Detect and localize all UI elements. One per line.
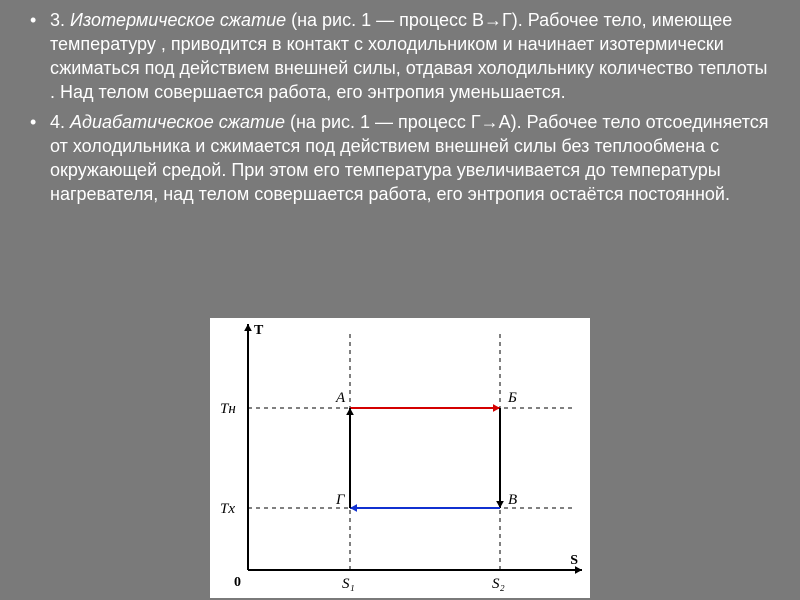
svg-text:T: T <box>254 323 264 338</box>
ts-diagram: T S 0 Tн Tх S₁ S₂ А Б В Г <box>210 318 590 598</box>
diagram-svg: T S 0 Tн Tх S₁ S₂ А Б В Г <box>210 318 590 598</box>
paragraph-2: • 4. Адиабатическое сжатие (на рис. 1 — … <box>30 110 770 206</box>
svg-text:В: В <box>508 492 517 508</box>
svg-text:А: А <box>335 390 346 406</box>
svg-text:Б: Б <box>507 390 517 406</box>
bullet-icon: • <box>30 110 50 206</box>
svg-text:Г: Г <box>335 492 346 508</box>
svg-text:Tх: Tх <box>220 501 235 517</box>
p1-prefix: 3. <box>50 10 70 30</box>
svg-text:S₁: S₁ <box>342 576 355 592</box>
svg-text:Tн: Tн <box>220 401 236 417</box>
slide-content: • 3. Изотермическое сжатие (на рис. 1 — … <box>0 0 800 206</box>
svg-text:0: 0 <box>234 575 241 590</box>
bullet-icon: • <box>30 8 50 104</box>
paragraph-1-text: 3. Изотермическое сжатие (на рис. 1 — пр… <box>50 8 770 104</box>
svg-text:S: S <box>570 553 578 568</box>
p2-prefix: 4. <box>50 112 70 132</box>
p2-italic: Адиабатическое сжатие <box>70 112 285 132</box>
p1-italic: Изотермическое сжатие <box>70 10 286 30</box>
paragraph-2-text: 4. Адиабатическое сжатие (на рис. 1 — пр… <box>50 110 770 206</box>
svg-text:S₂: S₂ <box>492 576 505 592</box>
paragraph-1: • 3. Изотермическое сжатие (на рис. 1 — … <box>30 8 770 104</box>
